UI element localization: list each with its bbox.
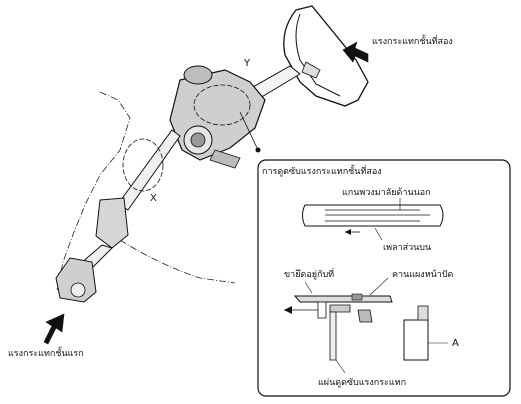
detail-circle-x: [122, 138, 164, 192]
body-outline: [56, 91, 131, 291]
telescopic-shaft-figure: [302, 198, 444, 241]
intermediate-shaft: [117, 129, 181, 211]
lower-column: [55, 197, 129, 303]
secondary-impact-arrow: [342, 41, 369, 63]
label-primary-impact: แรงกระแทกชั้นแรก: [8, 346, 84, 359]
label-mounting-bracket: ขายึดอยู่กับที่: [284, 267, 334, 280]
callout-leader: [239, 111, 259, 151]
label-outer-shaft: แกนพวงมาลัยด้านนอก: [342, 187, 431, 198]
label-secondary-impact: แรงกระแทกชั้นที่สอง: [372, 34, 453, 47]
floor-outline: [119, 239, 236, 284]
detail-title: การดูดซับแรงกระแทกชั้นที่สอง: [262, 164, 382, 177]
marker-y: Y: [243, 58, 251, 69]
label-dashboard-beam: คานแผงหน้าปัด: [392, 269, 454, 280]
label-upper-shaft: เพลาส่วนบน: [383, 243, 431, 253]
bracket-figure: [284, 277, 448, 374]
detail-box: [257, 159, 511, 397]
label-energy-plate: แผ่นดูดซับแรงกระแทก: [318, 378, 406, 388]
marker-x: X: [150, 193, 157, 204]
steering-wheel: [283, 5, 369, 107]
column-assembly: [169, 65, 266, 169]
marker-a: A: [452, 338, 459, 349]
primary-impact-arrow: [43, 313, 65, 345]
